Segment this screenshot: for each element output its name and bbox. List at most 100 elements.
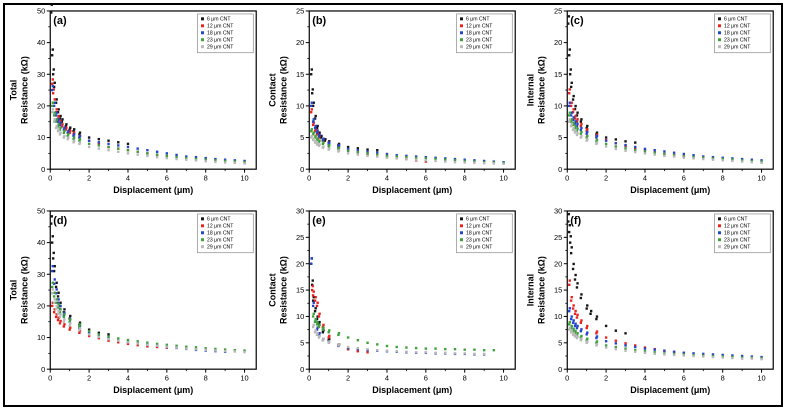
- svg-text:4: 4: [126, 374, 130, 383]
- svg-text:Total: Total: [8, 280, 18, 301]
- svg-text:18 μm CNT: 18 μm CNT: [724, 231, 751, 237]
- svg-text:12 μm CNT: 12 μm CNT: [724, 224, 751, 230]
- svg-text:0: 0: [558, 165, 562, 174]
- svg-text:Resistance (kΩ): Resistance (kΩ): [278, 256, 288, 324]
- svg-text:2: 2: [87, 174, 91, 183]
- svg-text:4: 4: [385, 174, 389, 183]
- svg-text:29 μm CNT: 29 μm CNT: [724, 244, 751, 250]
- panel-b: 0 2 4 6 8 10 0 5 10 15 20 25 Displacement (μm) Contac…: [264, 5, 523, 205]
- svg-text:4: 4: [385, 374, 389, 383]
- svg-text:20: 20: [37, 101, 45, 110]
- svg-text:12 μm CNT: 12 μm CNT: [207, 24, 234, 30]
- svg-text:10: 10: [758, 374, 766, 383]
- svg-text:0: 0: [307, 174, 311, 183]
- svg-text:8: 8: [204, 374, 208, 383]
- svg-text:0: 0: [48, 374, 52, 383]
- svg-text:12 μm CNT: 12 μm CNT: [724, 24, 751, 30]
- svg-text:Resistance (kΩ): Resistance (kΩ): [537, 56, 547, 124]
- svg-text:10: 10: [296, 101, 304, 110]
- panel-e: 0 2 4 6 8 10 0 5 10 15 20 25 30 Displacement (μm) Cont…: [264, 205, 523, 405]
- svg-text:4: 4: [126, 174, 130, 183]
- svg-text:18 μm CNT: 18 μm CNT: [466, 31, 493, 37]
- svg-text:20: 20: [37, 301, 45, 310]
- svg-text:29 μm CNT: 29 μm CNT: [724, 44, 751, 50]
- svg-text:20: 20: [296, 38, 304, 47]
- svg-text:50: 50: [37, 207, 45, 216]
- svg-text:0: 0: [565, 374, 569, 383]
- svg-text:18 μm CNT: 18 μm CNT: [207, 31, 234, 37]
- svg-text:23 μm CNT: 23 μm CNT: [724, 238, 751, 244]
- svg-text:23 μm CNT: 23 μm CNT: [724, 38, 751, 44]
- svg-text:10: 10: [554, 101, 562, 110]
- chart-canvas-a: 0 2 4 6 8 10 0 10 20 30 40 50 Displacement (μm) Total…: [8, 5, 257, 195]
- svg-text:25: 25: [296, 7, 304, 16]
- svg-text:29 μm CNT: 29 μm CNT: [466, 44, 493, 50]
- svg-text:Resistance (kΩ): Resistance (kΩ): [537, 256, 547, 324]
- svg-text:5: 5: [300, 338, 304, 347]
- svg-text:20: 20: [554, 38, 562, 47]
- svg-text:50: 50: [37, 7, 45, 16]
- svg-text:10: 10: [240, 174, 248, 183]
- svg-text:Resistance (kΩ): Resistance (kΩ): [278, 56, 288, 124]
- svg-text:20: 20: [554, 259, 562, 268]
- svg-text:0: 0: [558, 365, 562, 374]
- svg-text:6 μm CNT: 6 μm CNT: [207, 217, 231, 223]
- svg-text:4: 4: [643, 174, 647, 183]
- svg-text:Displacement (μm): Displacement (μm): [372, 185, 452, 195]
- svg-text:23 μm CNT: 23 μm CNT: [466, 38, 493, 44]
- svg-text:8: 8: [721, 374, 725, 383]
- svg-text:0: 0: [565, 174, 569, 183]
- svg-text:40: 40: [37, 38, 45, 47]
- svg-text:2: 2: [346, 374, 350, 383]
- panel-f: 0 2 4 6 8 10 0 5 10 15 20 25 30 Displacement (μm) Inte…: [522, 205, 781, 405]
- svg-text:0: 0: [41, 365, 45, 374]
- svg-text:23 μm CNT: 23 μm CNT: [207, 38, 234, 44]
- svg-text:25: 25: [554, 233, 562, 242]
- svg-text:30: 30: [296, 207, 304, 216]
- cnt-resistance-figure: 0 2 4 6 8 10 0 10 20 30 40 50 Displacement (μm) Total…: [3, 3, 783, 407]
- svg-text:2: 2: [604, 374, 608, 383]
- panel-c: 0 2 4 6 8 10 0 5 10 15 20 25 Displacement (μm) Intern…: [522, 5, 781, 205]
- svg-text:6 μm CNT: 6 μm CNT: [207, 17, 231, 23]
- svg-text:15: 15: [554, 286, 562, 295]
- svg-text:10: 10: [758, 174, 766, 183]
- svg-text:(e): (e): [312, 215, 326, 227]
- svg-text:Internal: Internal: [526, 74, 536, 106]
- svg-text:30: 30: [37, 270, 45, 279]
- svg-text:(d): (d): [53, 215, 67, 227]
- svg-text:0: 0: [48, 174, 52, 183]
- svg-text:Total: Total: [8, 80, 18, 101]
- chart-canvas-e: 0 2 4 6 8 10 0 5 10 15 20 25 30 Displacement (μm) Cont…: [267, 207, 516, 395]
- svg-text:5: 5: [300, 133, 304, 142]
- svg-text:29 μm CNT: 29 μm CNT: [466, 244, 493, 250]
- svg-text:0: 0: [300, 365, 304, 374]
- svg-text:25: 25: [554, 7, 562, 16]
- svg-text:12 μm CNT: 12 μm CNT: [207, 224, 234, 230]
- svg-text:2: 2: [604, 174, 608, 183]
- svg-text:0: 0: [300, 165, 304, 174]
- svg-text:Displacement (μm): Displacement (μm): [113, 185, 193, 195]
- svg-text:Resistance (kΩ): Resistance (kΩ): [19, 256, 29, 324]
- svg-text:8: 8: [462, 174, 466, 183]
- svg-text:29 μm CNT: 29 μm CNT: [207, 244, 234, 250]
- svg-text:30: 30: [554, 207, 562, 216]
- chart-canvas-c: 0 2 4 6 8 10 0 5 10 15 20 25 Displacement (μm) Intern…: [526, 7, 775, 195]
- svg-text:15: 15: [296, 70, 304, 79]
- svg-text:Displacement (μm): Displacement (μm): [631, 185, 711, 195]
- panel-a: 0 2 4 6 8 10 0 10 20 30 40 50 Displacement (μm) Total…: [5, 5, 264, 205]
- svg-text:6: 6: [682, 174, 686, 183]
- svg-text:18 μm CNT: 18 μm CNT: [724, 31, 751, 37]
- svg-text:23 μm CNT: 23 μm CNT: [466, 238, 493, 244]
- svg-text:6 μm CNT: 6 μm CNT: [724, 217, 748, 223]
- svg-text:0: 0: [307, 374, 311, 383]
- svg-text:8: 8: [204, 174, 208, 183]
- svg-text:10: 10: [296, 312, 304, 321]
- svg-text:23 μm CNT: 23 μm CNT: [207, 238, 234, 244]
- svg-text:6: 6: [165, 174, 169, 183]
- svg-text:4: 4: [643, 374, 647, 383]
- svg-text:Displacement (μm): Displacement (μm): [631, 385, 711, 395]
- svg-text:6: 6: [682, 374, 686, 383]
- svg-text:6: 6: [423, 374, 427, 383]
- svg-text:40: 40: [37, 238, 45, 247]
